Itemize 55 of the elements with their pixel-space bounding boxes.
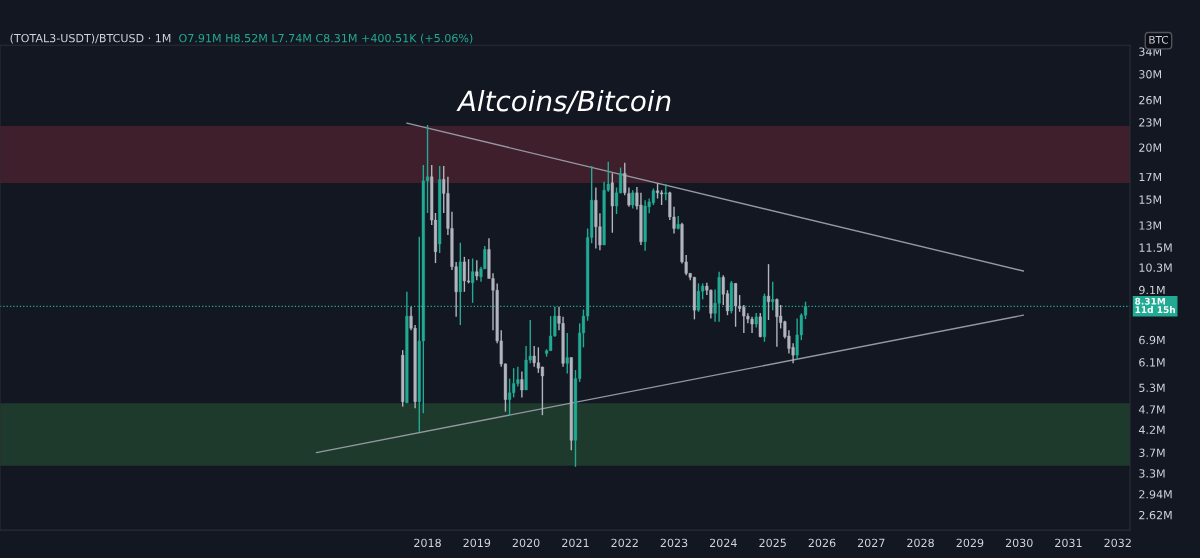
y-tick-label: 23M — [1139, 118, 1162, 127]
ref-line-label: 8.31M 11d 15h — [1135, 297, 1176, 314]
x-tick-label: 2018 — [414, 538, 441, 548]
y-axis-title: BTC — [1149, 35, 1169, 44]
candlestick — [536, 346, 540, 374]
x-tick-label: 2025 — [759, 538, 786, 548]
x-tick-label: 2026 — [808, 538, 836, 548]
candlestick — [475, 259, 479, 281]
candlestick — [512, 367, 516, 399]
text: Altcoins/Bitcoin — [456, 89, 671, 114]
x-tick-label: 2028 — [907, 538, 934, 548]
x-tick-label: 2032 — [1104, 538, 1131, 548]
candlestick — [532, 345, 536, 368]
y-tick-label: 26M — [1139, 95, 1162, 105]
candlestick — [742, 304, 746, 334]
x-tick-label: 2020 — [512, 538, 540, 548]
y-tick-label: 4.2M — [1138, 425, 1165, 434]
candlestick — [775, 297, 779, 348]
x-tick-label: 2021 — [562, 538, 589, 548]
candlestick — [758, 312, 762, 338]
x-tick-label: 2024 — [709, 538, 737, 548]
y-tick-label: 10.3M — [1139, 263, 1172, 272]
x-tick-label: 2030 — [1005, 538, 1033, 548]
y-tick-label: 2.94M — [1139, 490, 1172, 499]
candlestick — [471, 257, 475, 304]
x-tick-label: 2019 — [463, 538, 491, 548]
y-tick-label: 9.1M — [1139, 285, 1165, 295]
candlestick — [520, 370, 524, 399]
x-tick-label: 2031 — [1055, 538, 1082, 548]
y-tick-label: 20M — [1139, 143, 1162, 152]
y-tick-label: 17M — [1139, 172, 1162, 182]
y-tick-label: 6.1M — [1139, 358, 1165, 367]
candlestick — [795, 317, 799, 361]
y-tick-label: 3.3M — [1139, 469, 1165, 478]
y-tick-label: 6.9M — [1139, 335, 1165, 345]
candlestick — [610, 172, 614, 234]
y-tick-label: 3.7M — [1139, 448, 1165, 457]
y-tick-label: 11.5M — [1139, 243, 1172, 252]
y-tick-label: 15M — [1139, 195, 1162, 204]
x-tick-label: 2029 — [956, 538, 984, 548]
candlestick — [565, 332, 569, 375]
candlestick — [549, 315, 553, 352]
x-tick-label: 2027 — [857, 538, 885, 548]
y-tick-label: 4.7M — [1138, 405, 1165, 414]
y-tick-label: 13M — [1139, 221, 1162, 230]
y-tick-label: 2.62M — [1139, 510, 1172, 520]
text: O7.91M H8.52M L7.74M C8.31M +400.51K (+5.06%) — [179, 33, 473, 44]
chart-subtitle: (TOTAL3-USDT)/BTCUSD · 1M — [10, 33, 171, 44]
y-tick-label: 30M — [1139, 70, 1162, 79]
y-tick-label: 5.3M — [1139, 383, 1165, 392]
candlestick — [631, 189, 635, 210]
x-tick-label: 2022 — [611, 538, 638, 548]
x-tick-label: 2023 — [660, 538, 688, 548]
candlestick — [734, 282, 738, 328]
candlestick — [766, 263, 771, 321]
